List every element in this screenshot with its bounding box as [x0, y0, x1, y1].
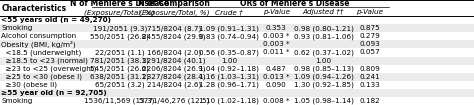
- Bar: [0, 97, 474, 105]
- Text: 545/2051 (26.6): 545/2051 (26.6): [90, 65, 149, 72]
- Text: ≥30 (obese II): ≥30 (obese II): [1, 82, 57, 88]
- Text: 3291/8204 (40.1): 3291/8204 (40.1): [143, 57, 206, 64]
- Text: Crude †: Crude †: [215, 9, 243, 15]
- Text: 0.353: 0.353: [266, 25, 286, 31]
- Text: 715/8204 (8.7): 715/8204 (8.7): [147, 25, 201, 32]
- Text: 0.487: 0.487: [266, 66, 286, 72]
- Text: <18.5 (underweight): <18.5 (underweight): [1, 49, 82, 56]
- Text: 0.83 (0.74–0.94): 0.83 (0.74–0.94): [199, 33, 259, 40]
- Text: 0.182: 0.182: [359, 98, 380, 104]
- Text: Characteristics: Characteristics: [1, 4, 66, 13]
- Text: 0.133: 0.133: [359, 82, 380, 88]
- Text: Smoking: Smoking: [1, 98, 33, 104]
- Text: 1.10 (1.02–1.18): 1.10 (1.02–1.18): [199, 98, 259, 104]
- Text: (Exposure/Total, %): (Exposure/Total, %): [84, 9, 155, 16]
- Bar: [0, 81, 474, 89]
- Text: 0.98 (0.80–1.21): 0.98 (0.80–1.21): [293, 25, 354, 32]
- Bar: [0, 40, 474, 49]
- Text: 1.00: 1.00: [220, 58, 237, 64]
- Text: 22/2051 (1.1): 22/2051 (1.1): [95, 49, 145, 56]
- Text: 0.003 *: 0.003 *: [263, 33, 290, 39]
- Text: 0.003 *: 0.003 *: [263, 41, 290, 47]
- Text: 5771/46,276 (12.5): 5771/46,276 (12.5): [139, 98, 210, 104]
- Text: 0.875: 0.875: [359, 25, 380, 31]
- Text: 781/2051 (38.1): 781/2051 (38.1): [90, 57, 149, 64]
- Text: 0.93 (0.81–1.06): 0.93 (0.81–1.06): [293, 33, 354, 40]
- Bar: [0, 49, 474, 56]
- Text: 1.04 (0.92–1.18): 1.04 (0.92–1.18): [199, 65, 259, 72]
- Text: 2327/8204 (28.4): 2327/8204 (28.4): [143, 74, 206, 80]
- Text: ORs of Meniere's Disease: ORs of Meniere's Disease: [240, 0, 350, 8]
- Text: 0.241: 0.241: [359, 74, 380, 80]
- Bar: [0, 56, 474, 65]
- Text: 2455/8204 (29.9): 2455/8204 (29.9): [143, 33, 206, 40]
- Text: 0.809: 0.809: [359, 66, 380, 72]
- Text: 0.56 (0.35–0.87): 0.56 (0.35–0.87): [199, 49, 259, 56]
- Text: p-Value: p-Value: [356, 9, 383, 15]
- Text: 214/8204 (2.6): 214/8204 (2.6): [147, 82, 201, 88]
- Text: 1.28 (0.96–1.71): 1.28 (0.96–1.71): [199, 82, 259, 88]
- Text: N of Comparison: N of Comparison: [138, 0, 210, 8]
- Text: ≥55 year old (n = 92,705): ≥55 year old (n = 92,705): [1, 90, 107, 96]
- Text: 550/2051 (26.8): 550/2051 (26.8): [90, 33, 149, 40]
- Text: ≥23 to <25 (overweight): ≥23 to <25 (overweight): [1, 65, 97, 72]
- Text: 1.09 (0.91–1.31): 1.09 (0.91–1.31): [199, 25, 259, 32]
- Text: Alcohol consumption: Alcohol consumption: [1, 33, 76, 39]
- Text: 166/8204 (2.0): 166/8204 (2.0): [147, 49, 201, 56]
- Bar: [0, 32, 474, 40]
- Text: 1.09 (0.94–1.26): 1.09 (0.94–1.26): [293, 74, 354, 80]
- Text: 0.279: 0.279: [359, 33, 380, 39]
- Text: 638/2051 (31.1): 638/2051 (31.1): [90, 74, 149, 80]
- Text: 2206/8204 (26.9): 2206/8204 (26.9): [143, 65, 206, 72]
- Text: 1536/11,569 (13.3): 1536/11,569 (13.3): [84, 98, 155, 104]
- Text: 0.008 *: 0.008 *: [263, 98, 290, 104]
- Text: (Exposure/Total, %): (Exposure/Total, %): [139, 9, 210, 16]
- Text: 0.093: 0.093: [359, 41, 380, 47]
- Text: N of Meniere's Disease: N of Meniere's Disease: [70, 0, 169, 8]
- Text: Obesity (BMI, kg/m²): Obesity (BMI, kg/m²): [1, 41, 76, 48]
- Text: <55 years old (n = 49,270): <55 years old (n = 49,270): [1, 17, 111, 23]
- Text: 1.30 (0.92–1.85): 1.30 (0.92–1.85): [293, 82, 354, 88]
- Text: 0.013 *: 0.013 *: [263, 74, 290, 80]
- Text: ≥25 to <30 (obese I): ≥25 to <30 (obese I): [1, 74, 82, 80]
- Bar: [0, 65, 474, 73]
- Text: 0.011 *: 0.011 *: [263, 49, 290, 56]
- Text: 0.62 (0.37–1.02): 0.62 (0.37–1.02): [293, 49, 354, 56]
- Text: p-Value: p-Value: [263, 9, 290, 15]
- Text: Smoking: Smoking: [1, 25, 33, 31]
- Bar: [0, 89, 474, 97]
- Text: 1.05 (0.98–1.14): 1.05 (0.98–1.14): [293, 98, 354, 104]
- Text: 0.090: 0.090: [266, 82, 286, 88]
- Text: Adjusted ††: Adjusted ††: [303, 9, 344, 16]
- Text: 191/2051 (9.3): 191/2051 (9.3): [92, 25, 147, 32]
- Text: ≥18.5 to <23 (normal): ≥18.5 to <23 (normal): [1, 57, 88, 64]
- Text: 1.16 (1.03–1.31): 1.16 (1.03–1.31): [199, 74, 259, 80]
- Bar: [0, 24, 474, 32]
- Text: 0.98 (0.85–1.13): 0.98 (0.85–1.13): [293, 65, 354, 72]
- Bar: [0, 73, 474, 81]
- Text: 0.057: 0.057: [359, 49, 380, 56]
- Bar: [0, 16, 474, 24]
- Text: 1.00: 1.00: [315, 58, 332, 64]
- Text: 65/2051 (3.2): 65/2051 (3.2): [95, 82, 145, 88]
